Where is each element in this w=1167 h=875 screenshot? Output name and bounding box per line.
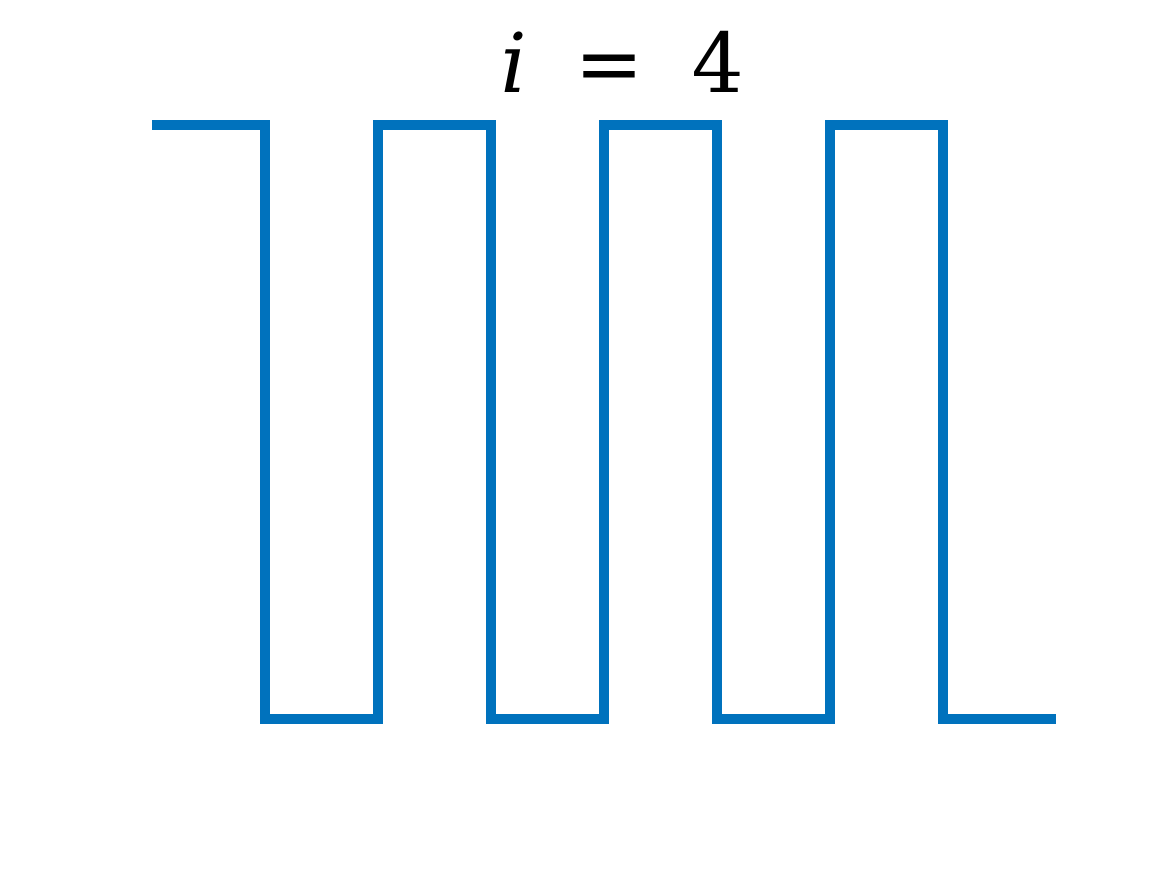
plot-area	[152, 120, 1056, 724]
chart-title-value: 4	[691, 17, 743, 112]
series-line-0	[152, 120, 1056, 724]
chart-title: i = 4	[500, 17, 743, 112]
chart-title-operator: =	[575, 17, 644, 112]
chart-title-variable: i	[500, 17, 526, 112]
